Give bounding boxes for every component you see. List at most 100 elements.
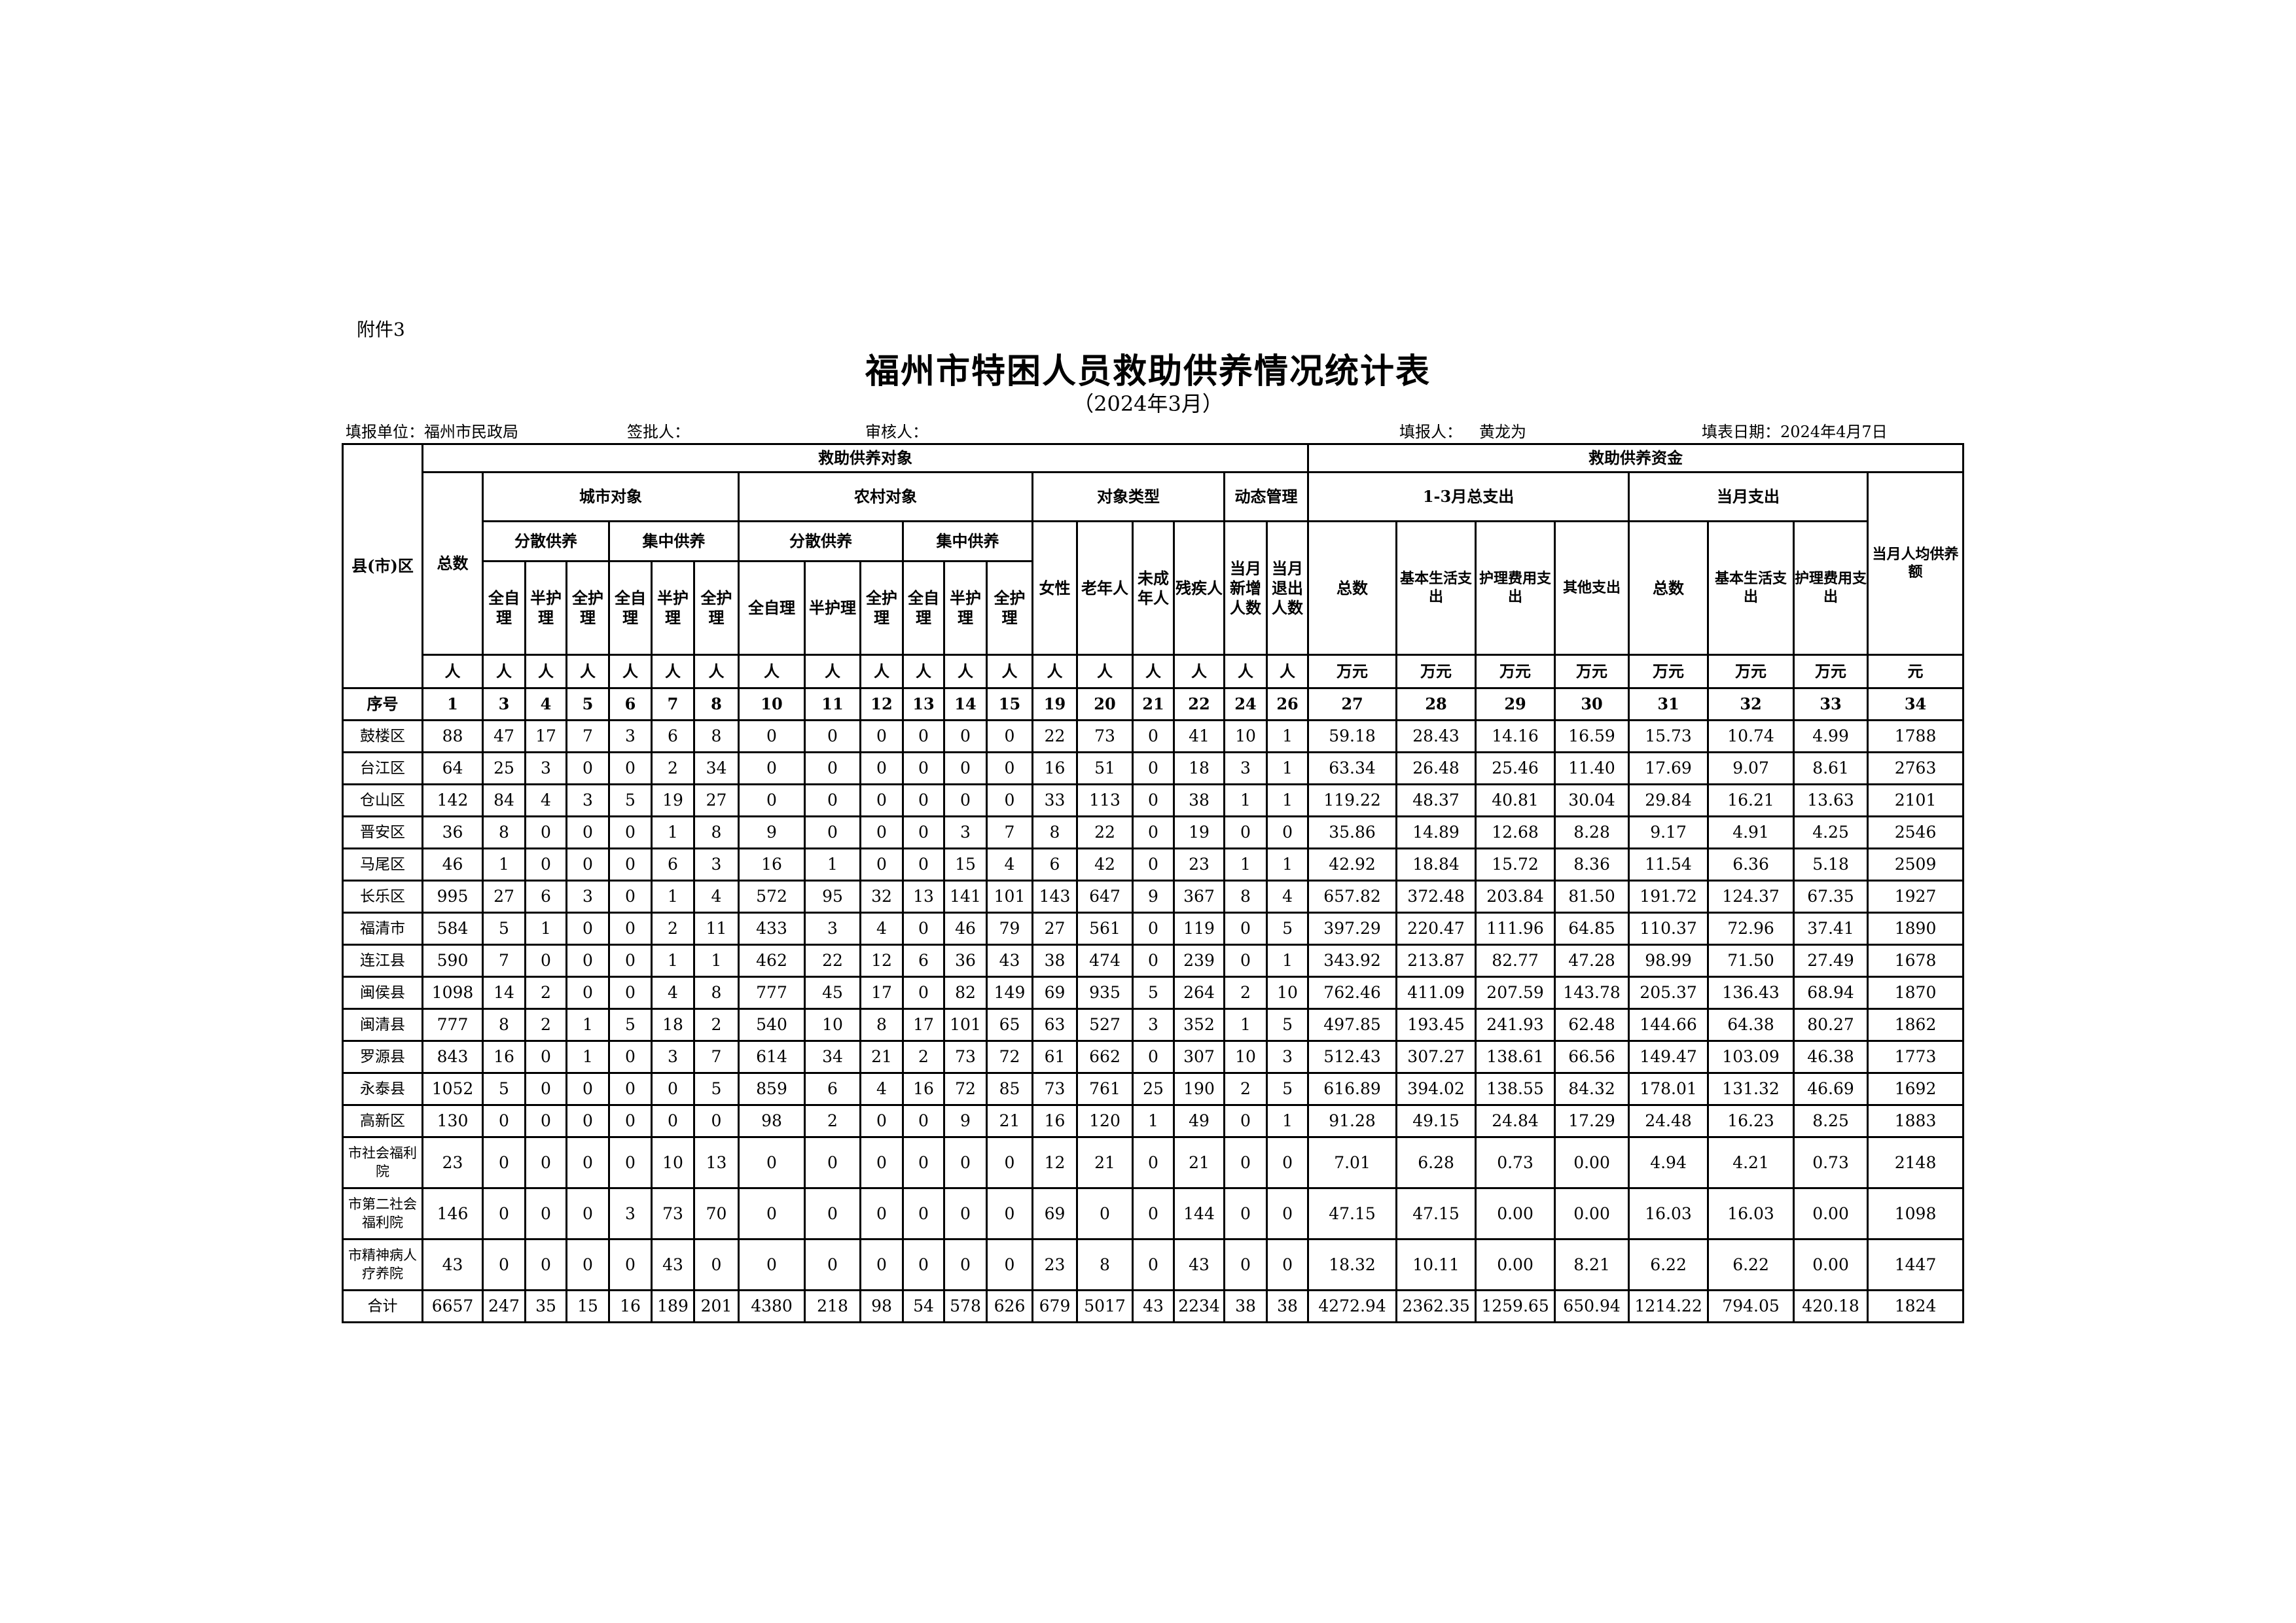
value-cell: 0: [986, 1187, 1033, 1240]
value-cell: 0: [804, 815, 861, 849]
value-cell: 18.32: [1307, 1238, 1398, 1291]
value-cell: 4.94: [1628, 1136, 1710, 1189]
value-cell: 0: [608, 751, 653, 785]
value-cell: 43: [1173, 1238, 1225, 1291]
header-type: 对象类型: [1031, 471, 1225, 522]
value-cell: 650.94: [1554, 1289, 1630, 1323]
value-cell: 1824: [1867, 1289, 1965, 1323]
value-cell: 0.73: [1793, 1136, 1869, 1189]
serial-cell: 5: [565, 687, 610, 721]
serial-cell: 12: [859, 687, 904, 721]
value-cell: 8: [693, 976, 740, 1010]
value-cell: 17: [902, 1008, 945, 1042]
value-cell: 142: [422, 783, 484, 817]
header-elderly: 老年人: [1076, 520, 1134, 656]
value-cell: 657.82: [1307, 880, 1398, 914]
value-cell: 24.84: [1475, 1104, 1556, 1138]
value-cell: 935: [1076, 976, 1134, 1010]
serial-cell: 34: [1867, 687, 1965, 721]
value-cell: 8: [482, 1008, 526, 1042]
value-cell: 141: [943, 880, 988, 914]
unit-cell: 万元: [1707, 654, 1795, 689]
serial-cell: 28: [1395, 687, 1477, 721]
header-urban-dispersed: 分散供养: [482, 520, 610, 562]
value-cell: 65: [986, 1008, 1033, 1042]
value-cell: 1870: [1867, 976, 1965, 1010]
value-cell: 43: [986, 944, 1033, 978]
value-cell: 23: [422, 1136, 484, 1189]
unit-cell: 人: [1132, 654, 1175, 689]
value-cell: 37.41: [1793, 912, 1869, 946]
unit-cell: 人: [482, 654, 526, 689]
unit-cell: 万元: [1628, 654, 1710, 689]
value-cell: 98: [859, 1289, 904, 1323]
value-cell: 16: [608, 1289, 653, 1323]
header-q-other: 其他支出: [1554, 520, 1630, 656]
value-cell: 26.48: [1395, 751, 1477, 785]
value-cell: 462: [738, 944, 806, 978]
serial-cell: 24: [1223, 687, 1268, 721]
value-cell: 5: [608, 783, 653, 817]
value-cell: 11.54: [1628, 847, 1710, 882]
value-cell: 47: [482, 719, 526, 753]
value-cell: 21: [859, 1040, 904, 1074]
header-m-basic: 基本生活支出: [1707, 520, 1795, 656]
value-cell: 10: [1223, 1040, 1268, 1074]
value-cell: 1890: [1867, 912, 1965, 946]
value-cell: 0: [943, 1238, 988, 1291]
value-cell: 136.43: [1707, 976, 1795, 1010]
value-cell: 0.00: [1793, 1187, 1869, 1240]
serial-cell: 4: [524, 687, 567, 721]
value-cell: 0: [859, 815, 904, 849]
serial-cell: 11: [804, 687, 861, 721]
value-cell: 14.16: [1475, 719, 1556, 753]
serial-cell: 6: [608, 687, 653, 721]
value-cell: 0: [902, 976, 945, 1010]
value-cell: 68.94: [1793, 976, 1869, 1010]
value-cell: 762.46: [1307, 976, 1398, 1010]
value-cell: 201: [693, 1289, 740, 1323]
value-cell: 144: [1173, 1187, 1225, 1240]
serial-cell: 30: [1554, 687, 1630, 721]
value-cell: 0: [524, 1136, 567, 1189]
value-cell: 21: [986, 1104, 1033, 1138]
value-cell: 626: [986, 1289, 1033, 1323]
value-cell: 8: [1076, 1238, 1134, 1291]
value-cell: 0: [1132, 1238, 1175, 1291]
value-cell: 17.29: [1554, 1104, 1630, 1138]
unit-cell: 人: [859, 654, 904, 689]
header-female: 女性: [1031, 520, 1078, 656]
value-cell: 0: [482, 1187, 526, 1240]
value-cell: 138.61: [1475, 1040, 1556, 1074]
value-cell: 0: [859, 1104, 904, 1138]
value-cell: 28.43: [1395, 719, 1477, 753]
value-cell: 91.28: [1307, 1104, 1398, 1138]
value-cell: 8: [859, 1008, 904, 1042]
header-exit: 当月退出人数: [1265, 520, 1310, 656]
value-cell: 411.09: [1395, 976, 1477, 1010]
value-cell: 995: [422, 880, 484, 914]
value-cell: 0: [859, 847, 904, 882]
value-cell: 0: [524, 815, 567, 849]
value-cell: 0: [859, 1187, 904, 1240]
serial-cell: 26: [1265, 687, 1310, 721]
value-cell: 3: [524, 751, 567, 785]
value-cell: 85: [986, 1072, 1033, 1106]
value-cell: 561: [1076, 912, 1134, 946]
value-cell: 7: [565, 719, 610, 753]
value-cell: 1: [804, 847, 861, 882]
header-sub-semi: 半护理: [651, 560, 695, 656]
value-cell: 0: [651, 1104, 695, 1138]
unit-cell: 人: [565, 654, 610, 689]
value-cell: 0: [1076, 1187, 1134, 1240]
value-cell: 0: [651, 1072, 695, 1106]
value-cell: 0: [804, 719, 861, 753]
value-cell: 4: [651, 976, 695, 1010]
value-cell: 0: [738, 1187, 806, 1240]
value-cell: 205.37: [1628, 976, 1710, 1010]
value-cell: 264: [1173, 976, 1225, 1010]
value-cell: 527: [1076, 1008, 1134, 1042]
value-cell: 0: [524, 1104, 567, 1138]
table-row: 连江县 590 7 0 0 0 1 1 462 22 12 6 36 43 38 474 0 239 0 1 343.9…: [342, 944, 1965, 978]
value-cell: 0: [804, 1187, 861, 1240]
